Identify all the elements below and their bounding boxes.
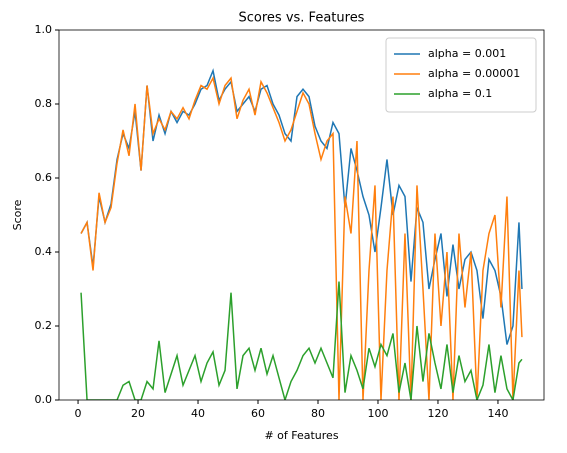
series-line (80, 281, 523, 400)
y-tick-label: 0.4 (35, 245, 53, 258)
x-axis-label: # of Features (264, 429, 338, 442)
x-tick-label: 100 (367, 407, 388, 420)
chart-title: Scores vs. Features (239, 11, 365, 26)
legend-label: alpha = 0.00001 (428, 67, 520, 80)
legend-box (385, 37, 537, 113)
y-tick-label: 0.0 (35, 393, 53, 406)
plot-area (80, 68, 523, 400)
x-tick-label: 20 (131, 407, 145, 420)
x-tick-label: 60 (251, 407, 265, 420)
legend-label: alpha = 0.001 (428, 47, 506, 60)
y-axis-label: Score (11, 199, 24, 230)
legend-label: alpha = 0.1 (428, 87, 492, 100)
y-tick-label: 0.2 (35, 319, 53, 332)
plot-frame (58, 29, 545, 401)
x-tick-label: 40 (191, 407, 205, 420)
y-tick-label: 0.6 (35, 171, 53, 184)
x-tick-label: 120 (427, 407, 448, 420)
x-tick-label: 80 (311, 407, 325, 420)
series-line (80, 68, 523, 345)
x-tick-label: 140 (487, 407, 508, 420)
series-line (80, 75, 523, 400)
y-tick-label: 1.0 (35, 23, 53, 36)
y-tick-label: 0.8 (35, 97, 53, 110)
x-tick-label: 0 (75, 407, 82, 420)
